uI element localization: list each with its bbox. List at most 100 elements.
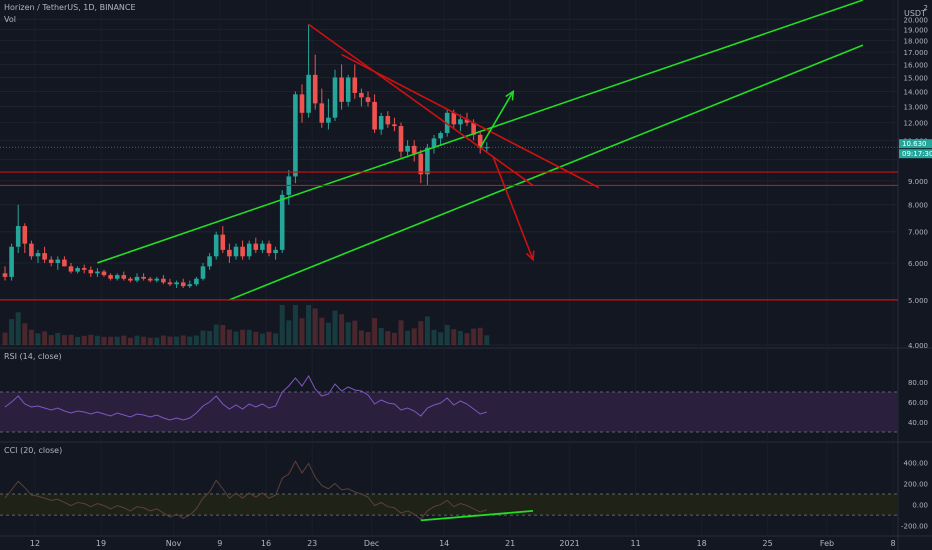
candle-body xyxy=(378,116,384,130)
volume-bar xyxy=(385,331,391,345)
volume-bar xyxy=(345,322,351,345)
candle-body xyxy=(101,271,107,276)
price-tick-label: 16.000 xyxy=(904,61,929,69)
candle-body xyxy=(385,116,391,125)
candle-body xyxy=(220,234,226,250)
volume-bar xyxy=(167,336,173,345)
volume-bar xyxy=(259,333,265,345)
volume-bar xyxy=(174,336,180,345)
volume-bar xyxy=(154,337,160,345)
rsi-line xyxy=(4,375,487,421)
price-tick-label: 13.000 xyxy=(904,103,929,111)
volume-bar xyxy=(391,332,397,345)
x-tick-label: 14 xyxy=(439,539,449,548)
symbol-title: Horizen / TetherUS, 1D, BINANCE xyxy=(4,3,136,12)
volume-bar xyxy=(306,305,312,345)
rsi-tick-label: 40.00 xyxy=(908,419,928,427)
x-tick-label: 19 xyxy=(96,539,106,548)
price-tick-label: 12.000 xyxy=(904,120,929,128)
trend-line xyxy=(341,53,600,189)
volume-bar xyxy=(378,327,384,345)
rsi-tick-label: 80.00 xyxy=(908,379,928,387)
price-tick-label: 8.000 xyxy=(908,202,928,210)
candle-body xyxy=(359,92,364,98)
cci-tick-label: 0.00 xyxy=(912,502,928,510)
price-tick-label: 15.000 xyxy=(904,75,929,83)
candle-body xyxy=(405,145,410,152)
candle-body xyxy=(398,126,404,152)
price-badge-time: 09:17:30 xyxy=(902,150,932,158)
price-tick-label: 9.000 xyxy=(908,178,928,186)
cci-line xyxy=(4,460,487,521)
candle-body xyxy=(207,256,212,267)
volume-bar xyxy=(365,332,371,345)
volume-bar xyxy=(81,335,87,345)
volume-bar xyxy=(240,329,246,345)
volume-bar xyxy=(411,328,417,345)
rsi-tick-label: 60.00 xyxy=(908,399,928,407)
volume-bar xyxy=(286,320,292,345)
volume-bar xyxy=(233,331,239,345)
candle-body xyxy=(15,226,21,247)
x-tick-label: 16 xyxy=(261,539,271,548)
volume-bar xyxy=(332,310,338,345)
price-tick-label: 18.000 xyxy=(904,38,929,46)
rsi-band xyxy=(0,392,898,432)
candle-body xyxy=(306,74,311,113)
candle-body xyxy=(161,278,166,283)
candle-body xyxy=(260,243,265,250)
x-tick-label: Feb xyxy=(820,539,834,548)
volume-bar xyxy=(319,317,325,345)
candle-body xyxy=(299,94,305,113)
candle-body xyxy=(200,266,206,279)
candle-body xyxy=(438,133,443,139)
candle-body xyxy=(339,77,344,102)
volume-bar xyxy=(207,331,213,345)
candle-body xyxy=(227,249,232,257)
volume-bar xyxy=(15,312,21,345)
volume-bar xyxy=(160,335,166,345)
candle-body xyxy=(352,77,358,93)
candle-body xyxy=(477,134,483,148)
candle-body xyxy=(35,253,41,257)
cci-tick-label: 200.00 xyxy=(904,480,929,488)
price-tick-label: 19.000 xyxy=(904,27,929,35)
volume-bar xyxy=(213,324,219,345)
arrow-line xyxy=(492,157,534,260)
volume-bar xyxy=(147,337,153,345)
candle-body xyxy=(484,147,490,149)
candle-body xyxy=(42,253,47,260)
candle-body xyxy=(266,243,272,254)
candle-body xyxy=(187,284,193,287)
price-tick-label: 14.000 xyxy=(904,88,929,96)
price-tick-label: 4.000 xyxy=(908,342,928,350)
candle-body xyxy=(55,259,61,263)
volume-bar xyxy=(94,335,100,345)
volume-bar xyxy=(325,322,331,345)
volume-bar xyxy=(108,336,114,345)
volume-bar xyxy=(457,330,463,345)
x-tick-label: 21 xyxy=(505,539,515,548)
volume-bar xyxy=(352,320,358,345)
candle-body xyxy=(365,97,371,102)
volume-bar xyxy=(451,329,457,345)
volume-bar xyxy=(121,335,127,345)
price-tick-label: 2 xyxy=(924,4,928,12)
arrow-head xyxy=(525,250,535,262)
x-tick-label: 23 xyxy=(307,539,317,548)
candle-body xyxy=(246,243,252,257)
cci-tick-label: -200.00 xyxy=(901,523,928,531)
price-tick-label: 20.000 xyxy=(904,16,929,24)
volume-bar xyxy=(9,319,15,345)
volume-bar xyxy=(35,333,41,345)
x-tick-label: 18 xyxy=(697,539,707,548)
candle-body xyxy=(174,282,179,285)
candle-body xyxy=(319,103,325,123)
price-badge xyxy=(899,139,932,149)
trend-line xyxy=(308,23,534,187)
volume-bar xyxy=(61,335,67,345)
volume-bar xyxy=(101,336,107,345)
x-tick-label: 9 xyxy=(217,539,222,548)
volume-bar xyxy=(358,330,364,345)
